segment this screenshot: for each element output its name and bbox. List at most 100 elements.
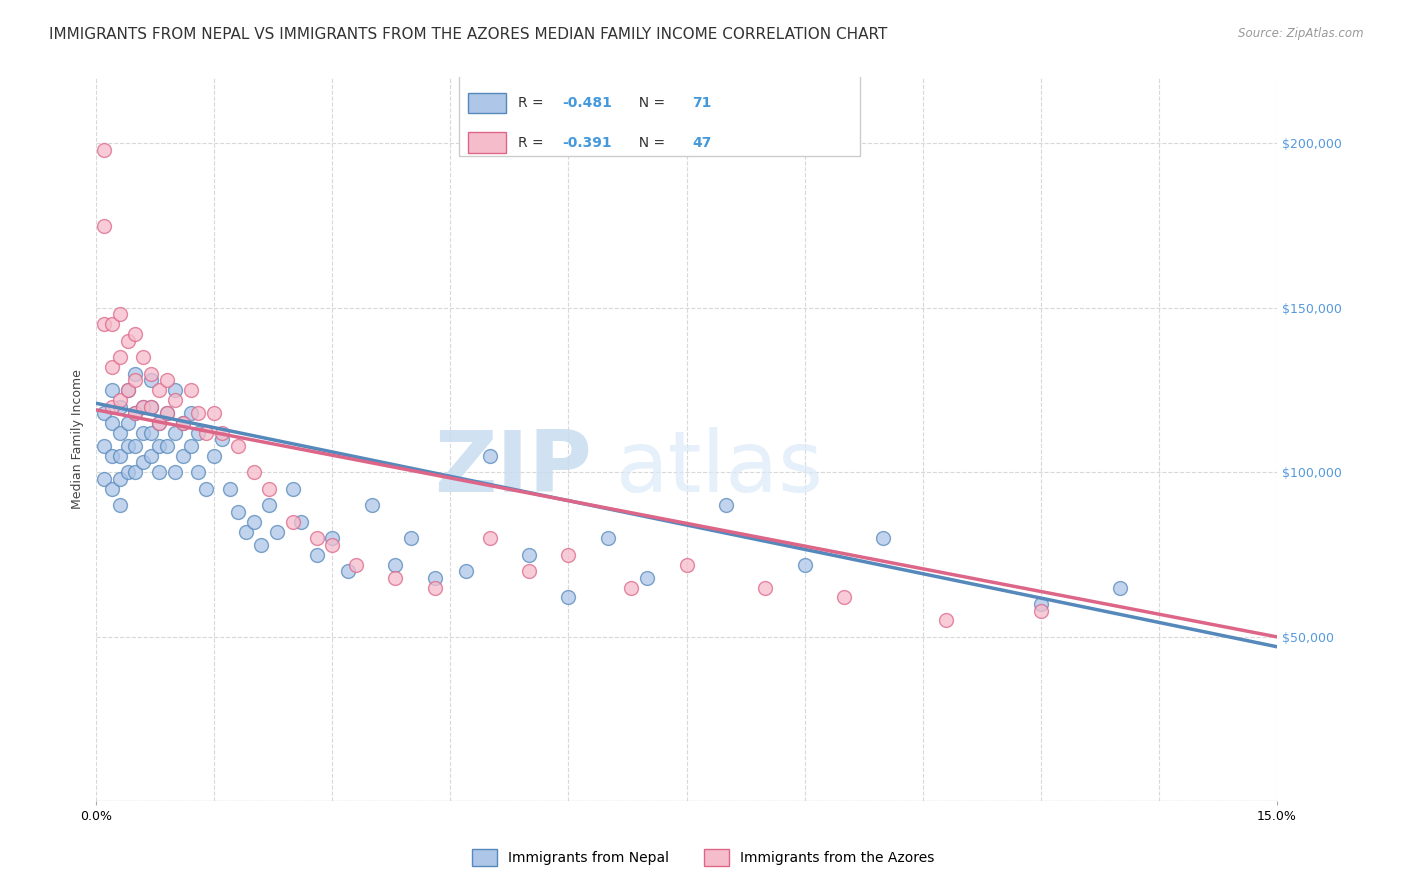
Point	[557, 591, 579, 605]
Point	[793, 558, 815, 572]
Point	[101, 400, 124, 414]
Point	[148, 439, 170, 453]
Point	[187, 466, 209, 480]
Point	[290, 515, 312, 529]
FancyBboxPatch shape	[458, 54, 860, 155]
Y-axis label: Median Family Income: Median Family Income	[72, 369, 84, 509]
Point	[266, 524, 288, 539]
Point	[172, 416, 194, 430]
Point	[195, 482, 218, 496]
Point	[156, 439, 179, 453]
Text: -0.481: -0.481	[562, 95, 613, 110]
Point	[219, 482, 242, 496]
Point	[93, 219, 115, 233]
Point	[202, 449, 225, 463]
Point	[141, 425, 163, 440]
Point	[148, 466, 170, 480]
Text: Source: ZipAtlas.com: Source: ZipAtlas.com	[1239, 27, 1364, 40]
Point	[281, 515, 304, 529]
Point	[132, 455, 155, 469]
Point	[148, 416, 170, 430]
Point	[117, 466, 139, 480]
Point	[93, 143, 115, 157]
Point	[124, 439, 146, 453]
Point	[478, 531, 501, 545]
Text: N =: N =	[630, 95, 669, 110]
Point	[132, 400, 155, 414]
Point	[384, 571, 406, 585]
Point	[872, 531, 894, 545]
Point	[754, 581, 776, 595]
Point	[180, 383, 202, 397]
Point	[124, 367, 146, 381]
Point	[242, 466, 264, 480]
Point	[108, 472, 131, 486]
Point	[180, 406, 202, 420]
Point	[132, 350, 155, 364]
Point	[108, 392, 131, 407]
Text: IMMIGRANTS FROM NEPAL VS IMMIGRANTS FROM THE AZORES MEDIAN FAMILY INCOME CORRELA: IMMIGRANTS FROM NEPAL VS IMMIGRANTS FROM…	[49, 27, 887, 42]
FancyBboxPatch shape	[468, 93, 506, 113]
Point	[517, 548, 540, 562]
Text: ZIP: ZIP	[434, 427, 592, 510]
Point	[156, 406, 179, 420]
Point	[478, 449, 501, 463]
Point	[636, 571, 658, 585]
Point	[156, 406, 179, 420]
Text: atlas: atlas	[616, 427, 824, 510]
Point	[242, 515, 264, 529]
Point	[557, 548, 579, 562]
Point	[935, 614, 957, 628]
Point	[172, 449, 194, 463]
Point	[344, 558, 367, 572]
Text: R =: R =	[517, 136, 548, 150]
Point	[148, 416, 170, 430]
Point	[101, 359, 124, 374]
Point	[714, 498, 737, 512]
Point	[1029, 597, 1052, 611]
Point	[117, 439, 139, 453]
Point	[124, 327, 146, 342]
Point	[117, 383, 139, 397]
Point	[1108, 581, 1130, 595]
Point	[101, 482, 124, 496]
Point	[305, 531, 328, 545]
Point	[163, 392, 186, 407]
Point	[163, 425, 186, 440]
Point	[187, 406, 209, 420]
Point	[235, 524, 257, 539]
Point	[202, 406, 225, 420]
Point	[163, 383, 186, 397]
Point	[132, 425, 155, 440]
Point	[321, 538, 343, 552]
Point	[399, 531, 422, 545]
Point	[163, 466, 186, 480]
Text: 47: 47	[692, 136, 711, 150]
FancyBboxPatch shape	[468, 133, 506, 153]
Point	[180, 439, 202, 453]
Point	[187, 425, 209, 440]
Point	[321, 531, 343, 545]
Point	[141, 449, 163, 463]
Point	[101, 383, 124, 397]
Point	[108, 350, 131, 364]
Point	[132, 400, 155, 414]
Point	[1029, 604, 1052, 618]
Point	[117, 416, 139, 430]
Point	[832, 591, 855, 605]
Point	[423, 571, 446, 585]
Point	[141, 400, 163, 414]
Point	[675, 558, 697, 572]
Point	[360, 498, 382, 512]
Point	[620, 581, 643, 595]
Point	[108, 449, 131, 463]
Point	[93, 472, 115, 486]
Point	[93, 439, 115, 453]
Point	[456, 564, 478, 578]
Point	[117, 383, 139, 397]
Point	[141, 373, 163, 387]
Text: -0.391: -0.391	[562, 136, 612, 150]
Point	[148, 383, 170, 397]
Point	[211, 433, 233, 447]
Text: 71: 71	[692, 95, 711, 110]
